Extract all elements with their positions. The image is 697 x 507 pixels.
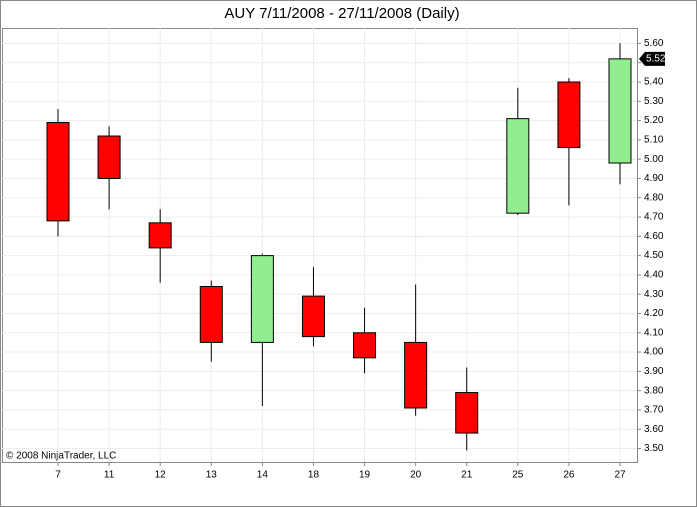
y-tick-label: 4.00 [644, 347, 664, 358]
y-tick-label: 4.70 [644, 212, 664, 223]
y-tick-label: 5.20 [644, 115, 664, 126]
plot-border [2, 28, 638, 463]
candle-body [455, 392, 479, 434]
y-tick-label: 5.00 [644, 154, 664, 165]
x-tick-label: 25 [512, 470, 524, 481]
x-tick-label: 26 [563, 470, 575, 481]
x-tick-label: 14 [257, 470, 269, 481]
candle-body [250, 255, 274, 343]
y-tick-label: 4.90 [644, 173, 664, 184]
y-tick-label: 5.10 [644, 135, 664, 146]
y-tick-label: 5.60 [644, 38, 664, 49]
y-tick-label: 4.80 [644, 192, 664, 203]
x-tick-label: 12 [155, 470, 167, 481]
y-tick-label: 4.60 [644, 231, 664, 242]
candle-body [97, 135, 121, 179]
last-price-label: 5.52 [646, 54, 666, 65]
y-tick-label: 3.60 [644, 424, 664, 435]
chart-title: AUY 7/11/2008 - 27/11/2008 (Daily) [224, 5, 459, 22]
x-tick-label: 27 [614, 470, 626, 481]
candle-body [46, 122, 70, 222]
y-tick-label: 4.30 [644, 289, 664, 300]
y-tick-label: 4.40 [644, 270, 664, 281]
x-tick-label: 11 [104, 470, 115, 481]
x-tick-label: 21 [461, 470, 473, 481]
candle-body [301, 295, 325, 338]
x-tick-label: 20 [410, 470, 422, 481]
candle-body [608, 58, 632, 164]
y-tick-label: 4.20 [644, 308, 664, 319]
y-tick-label: 3.90 [644, 366, 664, 377]
y-tick-label: 5.40 [644, 77, 664, 88]
candle-body [199, 285, 223, 343]
x-tick-label: 18 [308, 470, 320, 481]
x-tick-label: 7 [55, 470, 61, 481]
y-tick-label: 3.50 [644, 443, 664, 454]
y-tick-label: 5.30 [644, 96, 664, 107]
y-tick-label: 3.80 [644, 385, 664, 396]
candle-body [148, 222, 172, 249]
last-price-marker [639, 51, 665, 66]
x-tick-label: 13 [206, 470, 218, 481]
candle-body [353, 332, 377, 359]
candle-body [557, 81, 581, 149]
y-tick-label: 4.10 [644, 327, 664, 338]
x-tick-label: 19 [359, 470, 371, 481]
copyright: © 2008 NinjaTrader, LLC [6, 451, 116, 462]
candle-body [506, 118, 530, 214]
y-tick-label: 4.50 [644, 250, 664, 261]
y-tick-label: 3.70 [644, 405, 664, 416]
candle-body [404, 341, 428, 409]
